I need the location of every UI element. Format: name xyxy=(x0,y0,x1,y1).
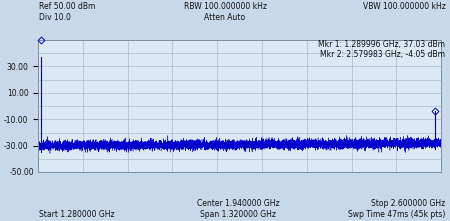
Text: -50.00: -50.00 xyxy=(9,168,34,177)
Text: RBW 100.000000 kHz
Atten Auto: RBW 100.000000 kHz Atten Auto xyxy=(184,2,266,22)
Text: Stop 2.600000 GHz
Swp Time 47ms (45k pts): Stop 2.600000 GHz Swp Time 47ms (45k pts… xyxy=(348,199,446,219)
Text: Ref 50.00 dBm
Div 10.0: Ref 50.00 dBm Div 10.0 xyxy=(39,2,95,22)
Text: Start 1.280000 GHz: Start 1.280000 GHz xyxy=(39,210,115,219)
Text: Mkr 1: 1.289996 GHz, 37.03 dBm
Mkr 2: 2.579983 GHz, -4.05 dBm: Mkr 1: 1.289996 GHz, 37.03 dBm Mkr 2: 2.… xyxy=(319,40,446,59)
Text: VBW 100.000000 kHz: VBW 100.000000 kHz xyxy=(363,2,446,11)
Text: Center 1.940000 GHz
Span 1.320000 GHz: Center 1.940000 GHz Span 1.320000 GHz xyxy=(197,199,280,219)
